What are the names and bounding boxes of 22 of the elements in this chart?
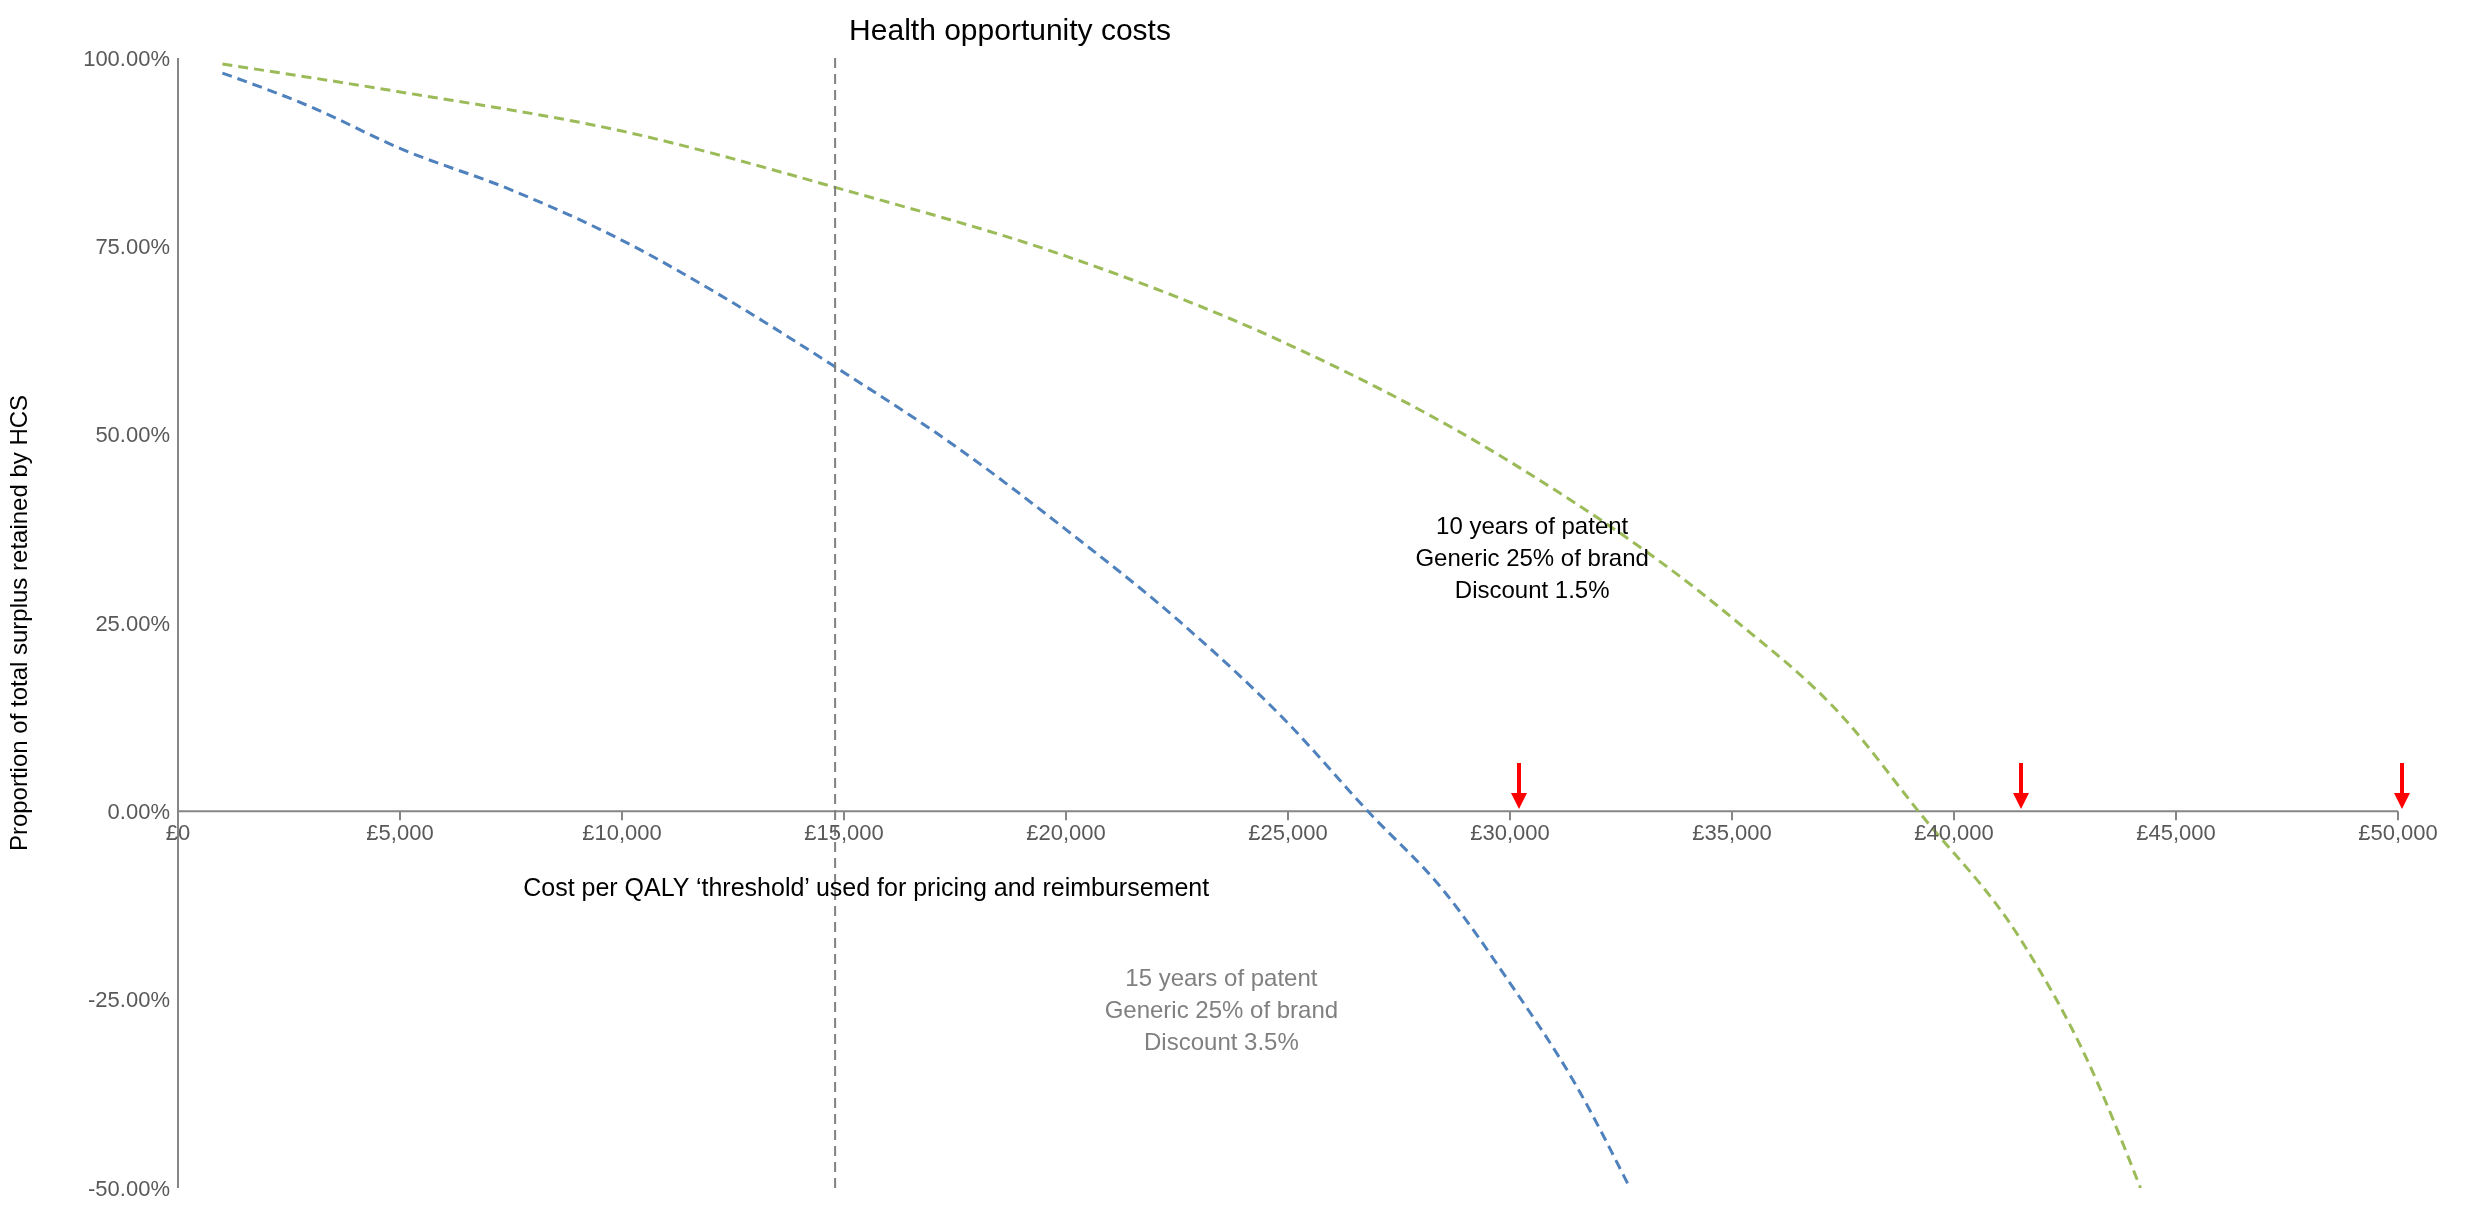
y-tick-label: 0.00%: [107, 799, 170, 825]
x-tick-label: £30,000: [1470, 819, 1550, 845]
y-axis-title: Proportion of total surplus retained by HCS: [4, 394, 32, 852]
ref-line-label: Health opportunity costs: [849, 13, 1171, 46]
x-tick-label: £10,000: [582, 819, 662, 845]
y-tick-label: 75.00%: [95, 234, 170, 260]
x-tick-label: £20,000: [1026, 819, 1106, 845]
x-tick-label: £40,000: [1914, 819, 1994, 845]
x-tick-label: £15,000: [804, 819, 884, 845]
x-tick-label: £25,000: [1248, 819, 1328, 845]
y-tick-label: -25.00%: [88, 987, 170, 1013]
y-tick-label: 100.00%: [83, 45, 170, 71]
annotation: 10 years of patent Generic 25% of brand Discount 1.5%: [1414, 511, 1650, 605]
x-tick-label: £35,000: [1692, 819, 1772, 845]
y-tick-label: 25.00%: [95, 610, 170, 636]
y-tick-label: -50.00%: [88, 1175, 170, 1201]
y-tick-label: 50.00%: [95, 422, 170, 448]
x-tick-label: £50,000: [2358, 819, 2438, 845]
annotation: 15 years of patent Generic 25% of brand Discount 3.5%: [1103, 963, 1340, 1057]
x-tick-label: £45,000: [2136, 819, 2216, 845]
x-axis-title: Cost per QALY ‘threshold’ used for pricing and reimbursement: [522, 873, 1211, 903]
x-tick-label: £5,000: [366, 819, 434, 845]
